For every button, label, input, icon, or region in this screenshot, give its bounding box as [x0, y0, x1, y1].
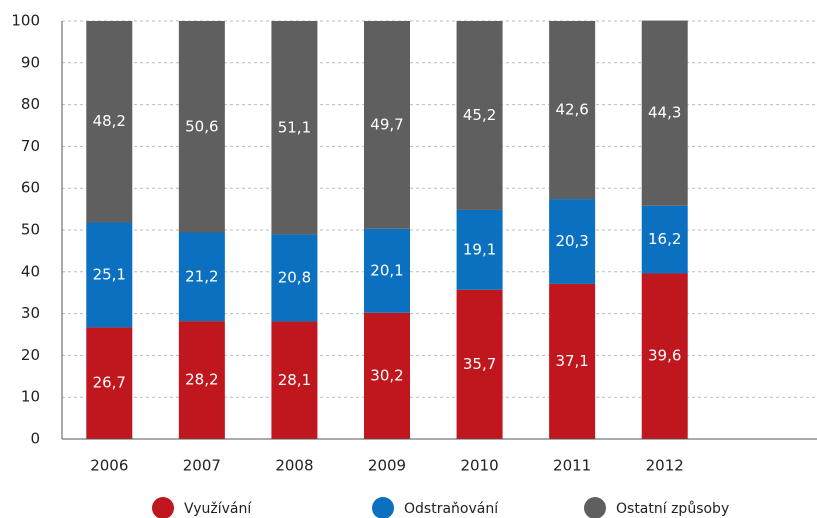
- x-tick-label: 2006: [90, 457, 128, 475]
- data-label: 50,6: [185, 117, 218, 135]
- y-tick-label: 80: [21, 95, 40, 113]
- bar-segment: [178, 21, 225, 233]
- data-label: 49,7: [370, 115, 403, 133]
- bar-segment: [271, 321, 318, 439]
- bar-segment: [364, 312, 410, 439]
- bar-segment: [641, 273, 688, 439]
- data-label: 20,1: [370, 261, 403, 279]
- bar-segment: [456, 209, 503, 290]
- legend-marker: [152, 497, 174, 518]
- x-tick-label: 2010: [460, 457, 498, 475]
- data-label: 45,2: [463, 106, 496, 124]
- bar-segment: [86, 327, 133, 439]
- data-label: 51,1: [278, 118, 311, 136]
- data-label: 48,2: [93, 112, 126, 130]
- data-label: 16,2: [648, 230, 681, 248]
- bar-segment: [86, 222, 133, 328]
- x-tick-label: 2009: [368, 457, 406, 475]
- data-label: 35,7: [463, 355, 496, 373]
- bar-segment: [271, 234, 318, 322]
- legend-label: Odstraňování: [404, 501, 499, 517]
- data-label: 21,2: [185, 267, 218, 285]
- bar-segment: [456, 21, 503, 210]
- x-tick-label: 2008: [275, 457, 313, 475]
- legend-marker: [372, 497, 394, 518]
- data-label: 37,1: [555, 352, 588, 370]
- data-label: 19,1: [463, 240, 496, 258]
- y-tick-label: 10: [21, 388, 40, 406]
- bar-segment: [549, 199, 596, 284]
- data-label: 44,3: [648, 104, 681, 122]
- bar-segment: [456, 289, 503, 439]
- y-tick-label: 0: [30, 430, 40, 448]
- y-tick-label: 70: [21, 137, 40, 155]
- bar-segment: [178, 321, 225, 439]
- bar-segment: [641, 205, 688, 274]
- y-tick-label: 60: [21, 179, 40, 197]
- x-tick-label: 2007: [183, 457, 221, 475]
- bar-segment: [549, 21, 596, 200]
- y-tick-label: 30: [21, 304, 40, 322]
- data-label: 28,1: [278, 371, 311, 389]
- data-label: 30,2: [370, 366, 403, 384]
- data-label: 20,8: [278, 269, 311, 287]
- data-label: 20,3: [555, 232, 588, 250]
- y-tick-label: 100: [11, 12, 40, 30]
- y-tick-label: 40: [21, 262, 40, 280]
- legend-marker: [584, 497, 606, 518]
- data-label: 26,7: [93, 374, 126, 392]
- y-tick-label: 20: [21, 346, 40, 364]
- data-label: 39,6: [648, 347, 681, 365]
- data-label: 28,2: [185, 371, 218, 389]
- bar-segment: [178, 232, 225, 322]
- bar-segment: [364, 228, 410, 313]
- x-tick-label: 2011: [553, 457, 591, 475]
- y-tick-label: 50: [21, 221, 40, 239]
- x-tick-label: 2012: [646, 457, 684, 475]
- bar-segment: [86, 21, 133, 223]
- y-tick-label: 90: [21, 53, 40, 71]
- bar-segment: [364, 21, 410, 229]
- bar-segment: [641, 20, 688, 206]
- legend-label: Ostatní způsoby: [616, 501, 729, 517]
- data-label: 25,1: [93, 265, 126, 283]
- legend-label: Využívání: [184, 501, 252, 517]
- bar-segment: [549, 283, 596, 439]
- bar-segment: [271, 21, 318, 235]
- data-label: 42,6: [555, 101, 588, 119]
